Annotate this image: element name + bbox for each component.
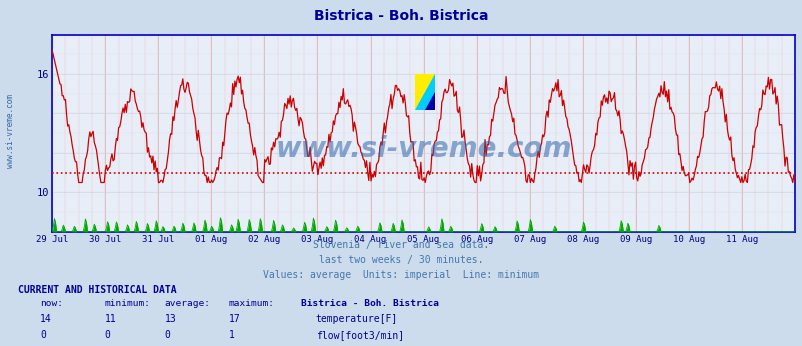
Text: 17: 17 <box>229 314 241 324</box>
Text: last two weeks / 30 minutes.: last two weeks / 30 minutes. <box>319 255 483 265</box>
Text: Slovenia / river and sea data.: Slovenia / river and sea data. <box>313 240 489 251</box>
Polygon shape <box>414 74 435 110</box>
Text: temperature[F]: temperature[F] <box>315 314 397 324</box>
Text: flow[foot3/min]: flow[foot3/min] <box>315 330 403 340</box>
Text: 14: 14 <box>40 314 52 324</box>
Text: 13: 13 <box>164 314 176 324</box>
Text: 1: 1 <box>229 330 234 340</box>
Text: Bistrica - Boh. Bistrica: Bistrica - Boh. Bistrica <box>301 299 439 308</box>
Text: Bistrica - Boh. Bistrica: Bistrica - Boh. Bistrica <box>314 9 488 22</box>
Text: CURRENT AND HISTORICAL DATA: CURRENT AND HISTORICAL DATA <box>18 285 176 295</box>
Text: minimum:: minimum: <box>104 299 150 308</box>
Text: www.si-vreme.com: www.si-vreme.com <box>275 135 571 163</box>
Text: now:: now: <box>40 299 63 308</box>
Text: 0: 0 <box>164 330 170 340</box>
Text: www.si-vreme.com: www.si-vreme.com <box>6 94 15 169</box>
Text: Values: average  Units: imperial  Line: minimum: Values: average Units: imperial Line: mi… <box>263 270 539 280</box>
Bar <box>414 74 435 110</box>
Text: maximum:: maximum: <box>229 299 274 308</box>
Polygon shape <box>424 92 435 110</box>
Text: 0: 0 <box>104 330 110 340</box>
Text: average:: average: <box>164 299 210 308</box>
Text: 0: 0 <box>40 330 46 340</box>
Text: 11: 11 <box>104 314 116 324</box>
